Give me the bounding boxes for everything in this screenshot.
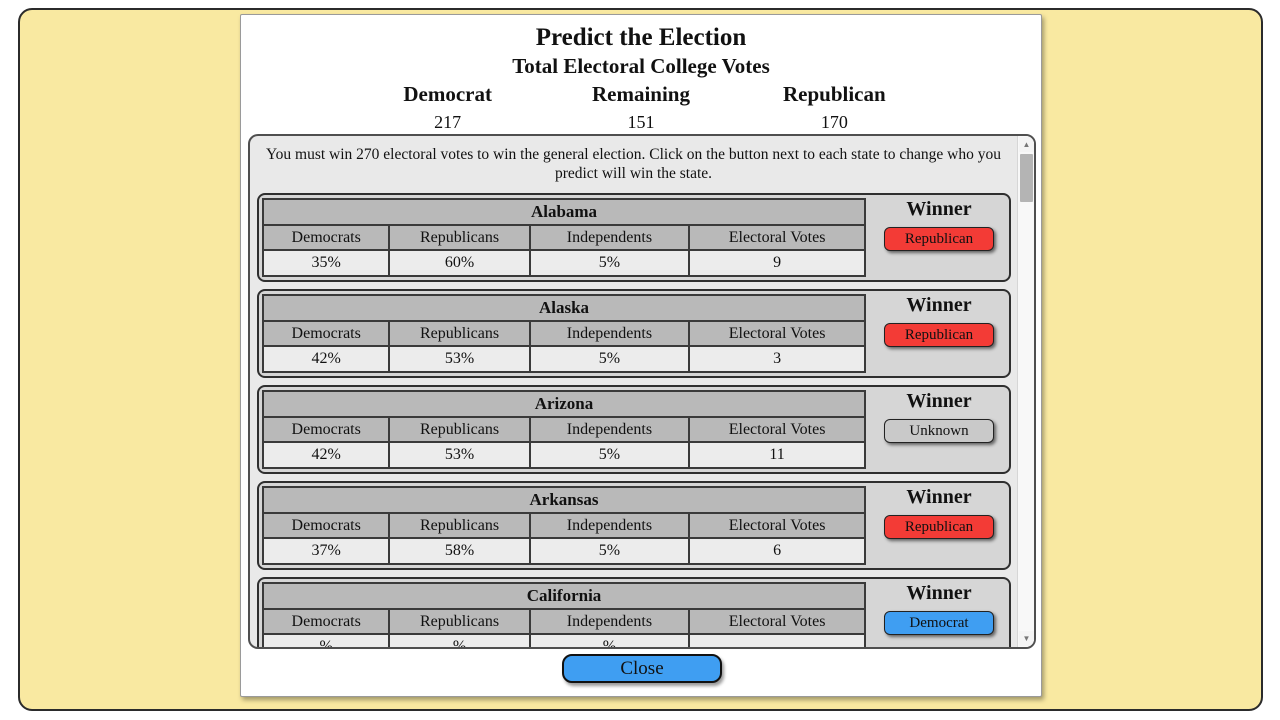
predict-election-dialog: Predict the Election Total Electoral Col… xyxy=(240,14,1042,697)
winner-toggle-button[interactable]: Republican xyxy=(884,515,994,539)
instructions-text: You must win 270 electoral votes to win … xyxy=(266,146,1001,182)
total-remaining-value: 151 xyxy=(627,112,655,132)
state-electoral-votes: 9 xyxy=(688,249,866,277)
state-card: Alabama Democrats Republicans Independen… xyxy=(257,193,1011,282)
state-republicans-pct: % xyxy=(388,633,531,647)
state-republicans-pct: 53% xyxy=(388,345,531,373)
scrollbar[interactable]: ▲ ▼ xyxy=(1017,136,1034,647)
state-democrats-pct: 37% xyxy=(261,537,391,565)
winner-box: Winner Unknown xyxy=(869,387,1009,472)
col-header-independents: Independents xyxy=(528,512,691,539)
state-independents-pct: % xyxy=(528,633,691,647)
states-list: You must win 270 electoral votes to win … xyxy=(250,136,1017,647)
state-results-table: Alaska Democrats Republicans Independent… xyxy=(261,294,866,373)
winner-label: Winner xyxy=(906,486,972,508)
state-name: Arkansas xyxy=(262,486,866,514)
scrollbar-thumb[interactable] xyxy=(1020,154,1033,202)
winner-label: Winner xyxy=(906,582,972,604)
winner-toggle-button[interactable]: Democrat xyxy=(884,611,994,635)
col-header-republicans: Republicans xyxy=(388,224,531,251)
col-header-electoral-votes: Electoral Votes xyxy=(688,224,866,251)
state-republicans-pct: 58% xyxy=(388,537,531,565)
state-republicans-pct: 60% xyxy=(388,249,531,277)
state-independents-pct: 5% xyxy=(528,441,691,469)
state-name: Alabama xyxy=(262,198,866,226)
col-header-independents: Independents xyxy=(528,608,691,635)
close-button[interactable]: Close xyxy=(562,654,722,683)
winner-toggle-button[interactable]: Unknown xyxy=(884,419,994,443)
state-results-table: Arkansas Democrats Republicans Independe… xyxy=(261,486,866,565)
col-header-electoral-votes: Electoral Votes xyxy=(688,320,866,347)
winner-label: Winner xyxy=(906,198,972,220)
state-independents-pct: 5% xyxy=(528,249,691,277)
state-name: Arizona xyxy=(262,390,866,418)
col-header-independents: Independents xyxy=(528,320,691,347)
total-republican-label: Republican xyxy=(782,82,886,106)
col-header-democrats: Democrats xyxy=(261,320,391,347)
total-remaining-label: Remaining xyxy=(591,82,690,106)
col-header-electoral-votes: Electoral Votes xyxy=(688,608,866,635)
state-electoral-votes: 3 xyxy=(688,345,866,373)
scrollbar-down-arrow-icon[interactable]: ▼ xyxy=(1019,631,1034,646)
state-democrats-pct: 42% xyxy=(261,345,391,373)
state-card: Alaska Democrats Republicans Independent… xyxy=(257,289,1011,378)
state-electoral-votes: 6 xyxy=(688,537,866,565)
winner-label: Winner xyxy=(906,294,972,316)
col-header-democrats: Democrats xyxy=(261,512,391,539)
col-header-democrats: Democrats xyxy=(261,416,391,443)
total-republican-value: 170 xyxy=(820,112,848,132)
winner-box: Winner Democrat xyxy=(869,579,1009,647)
winner-box: Winner Republican xyxy=(869,483,1009,568)
col-header-republicans: Republicans xyxy=(388,608,531,635)
dialog-title: Predict the Election xyxy=(535,24,747,51)
state-electoral-votes xyxy=(688,633,866,647)
state-name: Alaska xyxy=(262,294,866,322)
col-header-democrats: Democrats xyxy=(261,224,391,251)
state-democrats-pct: % xyxy=(261,633,391,647)
state-independents-pct: 5% xyxy=(528,345,691,373)
col-header-republicans: Republicans xyxy=(388,320,531,347)
winner-label: Winner xyxy=(906,390,972,412)
total-democrat-label: Democrat xyxy=(403,82,492,106)
state-independents-pct: 5% xyxy=(528,537,691,565)
states-scroll-area[interactable]: You must win 270 electoral votes to win … xyxy=(248,134,1036,649)
col-header-independents: Independents xyxy=(528,224,691,251)
electoral-votes-subtitle: Total Electoral College Votes xyxy=(512,54,770,78)
state-democrats-pct: 42% xyxy=(261,441,391,469)
total-democrat-value: 217 xyxy=(434,112,462,132)
state-electoral-votes: 11 xyxy=(688,441,866,469)
col-header-independents: Independents xyxy=(528,416,691,443)
col-header-electoral-votes: Electoral Votes xyxy=(688,512,866,539)
scrollbar-up-arrow-icon[interactable]: ▲ xyxy=(1019,137,1034,152)
col-header-republicans: Republicans xyxy=(388,512,531,539)
winner-toggle-button[interactable]: Republican xyxy=(884,323,994,347)
state-card: Arkansas Democrats Republicans Independe… xyxy=(257,481,1011,570)
state-card: California Democrats Republicans Indepen… xyxy=(257,577,1011,647)
col-header-republicans: Republicans xyxy=(388,416,531,443)
state-results-table: Arizona Democrats Republicans Independen… xyxy=(261,390,866,469)
col-header-democrats: Democrats xyxy=(261,608,391,635)
totals-row: Democrat Remaining Republican 217 151 17… xyxy=(351,80,931,135)
winner-toggle-button[interactable]: Republican xyxy=(884,227,994,251)
state-results-table: California Democrats Republicans Indepen… xyxy=(261,582,866,647)
state-democrats-pct: 35% xyxy=(261,249,391,277)
state-name: California xyxy=(262,582,866,610)
state-card: Arizona Democrats Republicans Independen… xyxy=(257,385,1011,474)
state-results-table: Alabama Democrats Republicans Independen… xyxy=(261,198,866,277)
winner-box: Winner Republican xyxy=(869,195,1009,280)
winner-box: Winner Republican xyxy=(869,291,1009,376)
state-republicans-pct: 53% xyxy=(388,441,531,469)
col-header-electoral-votes: Electoral Votes xyxy=(688,416,866,443)
